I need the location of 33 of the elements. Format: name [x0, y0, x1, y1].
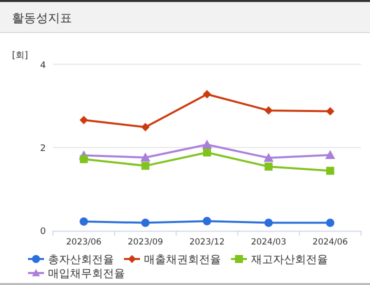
- point: [141, 218, 150, 227]
- point: [203, 148, 211, 156]
- point: [264, 162, 273, 171]
- point: [80, 217, 88, 226]
- y-tick-label: 2: [40, 144, 46, 154]
- point: [326, 107, 334, 116]
- point: [326, 218, 334, 227]
- legend-label: 매입채무회전율: [48, 267, 125, 280]
- x-tick-label: 2023/09: [128, 238, 164, 248]
- legend-label: 총자산회전율: [48, 253, 114, 266]
- x-tick-label: 2024/03: [250, 238, 286, 248]
- x-tick-label: 2023/12: [189, 238, 225, 248]
- x-tick-label: 2023/06: [66, 238, 102, 248]
- point: [264, 152, 274, 162]
- point: [264, 106, 273, 115]
- point: [202, 140, 212, 149]
- point: [80, 155, 88, 164]
- point: [80, 116, 88, 124]
- y-tick-label: 4: [40, 60, 46, 71]
- point: [325, 150, 336, 159]
- y-axis-title: [회]: [12, 51, 28, 61]
- point: [326, 166, 334, 175]
- point: [141, 122, 150, 132]
- legend-label: 재고자산회전율: [251, 253, 328, 266]
- legend-label: 매출채권회전율: [144, 253, 221, 266]
- point: [141, 162, 150, 170]
- chart-title: 활동성지표: [12, 11, 72, 25]
- point: [202, 216, 212, 226]
- point: [264, 218, 273, 227]
- x-tick-label: 2024/06: [312, 238, 348, 248]
- point: [140, 152, 150, 162]
- point: [202, 90, 212, 98]
- y-tick-label: 0: [40, 227, 46, 238]
